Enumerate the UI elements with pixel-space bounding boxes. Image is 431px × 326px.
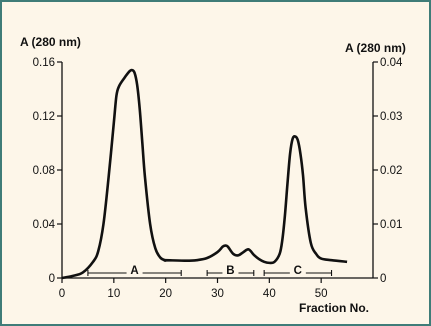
region-label-backdrop	[126, 263, 143, 276]
left-y-tick-label: 0.04	[33, 219, 56, 231]
x-tick-label: 30	[211, 288, 224, 300]
region-label-b: B	[226, 265, 234, 277]
right-y-axis-title: A (280 nm)	[345, 41, 406, 55]
region-label-a: A	[130, 265, 138, 277]
right-y-tick-label: 0.01	[380, 219, 402, 231]
left-y-axis-title: A (280 nm)	[20, 35, 81, 49]
region-label-c: C	[294, 265, 302, 277]
right-y-tick-label: 0.04	[380, 57, 403, 69]
right-y-ticks: 0 0.01 0.02 0.03 0.04	[373, 57, 403, 285]
x-axis-title: Fraction No.	[299, 301, 369, 315]
x-tick-label: 0	[59, 288, 65, 300]
left-y-tick-label: 0	[49, 273, 55, 285]
region-label-backdrop	[222, 263, 239, 276]
left-y-ticks: 0 0.04 0.08 0.12 0.16	[33, 57, 62, 285]
x-tick-label: 40	[263, 288, 276, 300]
left-y-tick-label: 0.16	[33, 57, 55, 69]
series-layer	[61, 68, 348, 280]
x-ticks: 0 10 20 30 40 50	[59, 278, 328, 300]
x-tick-label: 10	[107, 288, 120, 300]
right-y-tick-label: 0.02	[380, 165, 402, 177]
x-tick-label: 50	[315, 288, 328, 300]
x-tick-label: 20	[159, 288, 172, 300]
absorbance-trace	[61, 68, 348, 280]
right-y-tick-label: 0.03	[380, 111, 402, 123]
left-y-tick-label: 0.12	[33, 111, 55, 123]
left-y-tick-label: 0.08	[33, 165, 55, 177]
regions-layer: A B C	[87, 263, 333, 277]
region-label-backdrop	[289, 263, 306, 276]
right-y-tick-label: 0	[380, 273, 386, 285]
